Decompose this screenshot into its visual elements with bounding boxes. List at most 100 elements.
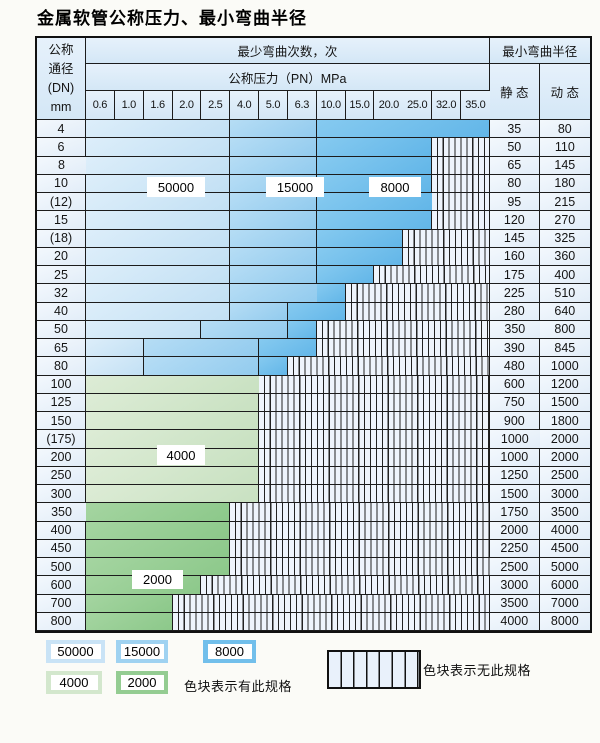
dn-cell: 32: [37, 284, 86, 303]
static-radius-cell: 120: [489, 211, 540, 230]
dynamic-radius-cell: 1200: [539, 375, 590, 394]
dn-cell: 125: [37, 393, 86, 412]
static-radius-cell: 95: [489, 193, 540, 212]
no-spec-cell: [287, 357, 490, 376]
spec-band-cell: [316, 284, 346, 303]
spec-band-cell: [316, 247, 404, 266]
dynamic-radius-cell: 8000: [539, 612, 590, 631]
dynamic-radius-cell: 400: [539, 266, 590, 285]
no-spec-cell: [432, 174, 490, 193]
dynamic-radius-cell: 145: [539, 156, 590, 175]
dynamic-radius-cell: 4500: [539, 539, 590, 558]
no-spec-cell: [432, 156, 490, 175]
spec-band-cell: [86, 229, 231, 248]
no-spec-cell: [230, 503, 490, 522]
dn-cell: 6: [37, 138, 86, 157]
no-spec-cell: [432, 138, 490, 157]
spec-band-cell: [86, 466, 260, 485]
pressure-tick: 1.6: [143, 91, 173, 120]
no-spec-cell: [259, 412, 490, 431]
static-radius-cell: 35: [489, 120, 540, 139]
dn-cell: 300: [37, 485, 86, 504]
dynamic-radius-cell: 7000: [539, 594, 590, 613]
no-spec-cell: [172, 594, 490, 613]
spec-band-cell: [230, 193, 317, 212]
dynamic-radius-cell: 2500: [539, 466, 590, 485]
dn-cell: 500: [37, 558, 86, 577]
pressure-tick: 1.0: [114, 91, 144, 120]
no-spec-cell: [345, 284, 490, 303]
spec-band-cell: [201, 320, 288, 339]
static-radius-cell: 65: [489, 156, 540, 175]
dn-cell: 4: [37, 120, 86, 139]
dn-column-header: 公称 通径 (DN) mm: [37, 38, 86, 120]
legend-swatch-label: 8000: [207, 644, 252, 659]
pressure-tick: 10.0: [316, 91, 346, 120]
dynamic-radius-cell: 325: [539, 229, 590, 248]
dynamic-radius-cell: 3500: [539, 503, 590, 522]
legend-has-spec-text: 色块表示有此规格: [184, 679, 293, 694]
no-spec-cell: [201, 576, 490, 595]
dn-cell: (18): [37, 229, 86, 248]
legend-no-spec-text: 色块表示无此规格: [423, 663, 532, 678]
dn-header-line: 通径: [48, 61, 74, 76]
cycle-count-label: 8000: [369, 177, 421, 197]
cycle-count-label: 4000: [157, 445, 205, 465]
dn-cell: 350: [37, 503, 86, 522]
no-spec-cell: [230, 521, 490, 540]
spec-band-cell: [316, 120, 490, 139]
spec-band-cell: [86, 539, 231, 558]
dn-cell: 10: [37, 174, 86, 193]
dn-header-line: mm: [50, 99, 72, 114]
spec-band-cell: [230, 211, 317, 230]
static-radius-cell: 480: [489, 357, 540, 376]
spec-band-cell: [230, 138, 317, 157]
spec-band-cell: [230, 247, 317, 266]
no-spec-cell: [259, 448, 490, 467]
dn-cell: 100: [37, 375, 86, 394]
spec-band-cell: [86, 284, 231, 303]
dn-cell: 200: [37, 448, 86, 467]
dynamic-radius-cell: 640: [539, 302, 590, 321]
spec-band-cell: [86, 211, 231, 230]
spec-band-cell: [316, 266, 375, 285]
dynamic-radius-cell: 2000: [539, 430, 590, 449]
no-spec-cell: [432, 193, 490, 212]
spec-band-cell: [316, 156, 433, 175]
pressure-tick: 25.0: [403, 91, 433, 120]
spec-band-cell: [86, 594, 173, 613]
static-radius-cell: 2500: [489, 558, 540, 577]
static-radius-cell: 390: [489, 339, 540, 358]
spec-band-cell: [143, 339, 260, 358]
no-spec-cell: [259, 466, 490, 485]
spec-band-cell: [86, 138, 231, 157]
static-radius-cell: 80: [489, 174, 540, 193]
dn-cell: 25: [37, 266, 86, 285]
dynamic-radius-cell: 1500: [539, 393, 590, 412]
legend-hatch-swatch: [327, 650, 421, 689]
no-spec-cell: [259, 485, 490, 504]
spec-band-cell: [86, 266, 231, 285]
no-spec-cell: [230, 539, 490, 558]
dynamic-radius-cell: 1800: [539, 412, 590, 431]
pressure-tick: 0.6: [86, 91, 115, 120]
spec-band-cell: [86, 120, 231, 139]
spec-band-cell: [86, 521, 231, 540]
static-radius-cell: 750: [489, 393, 540, 412]
dn-cell: 8: [37, 156, 86, 175]
dn-cell: 700: [37, 594, 86, 613]
static-radius-cell: 50: [489, 138, 540, 157]
dynamic-radius-cell: 2000: [539, 448, 590, 467]
spec-band-cell: [316, 211, 433, 230]
static-radius-cell: 1750: [489, 503, 540, 522]
dn-cell: 450: [37, 539, 86, 558]
spec-band-cell: [230, 229, 317, 248]
dn-header-line: (DN): [47, 80, 75, 95]
spec-band-cell: [86, 612, 173, 631]
spec-band-cell: [143, 357, 260, 376]
pressure-tick: 5.0: [259, 91, 288, 120]
no-spec-cell: [316, 320, 490, 339]
static-radius-cell: 145: [489, 229, 540, 248]
no-spec-cell: [259, 375, 490, 394]
no-spec-cell: [230, 558, 490, 577]
